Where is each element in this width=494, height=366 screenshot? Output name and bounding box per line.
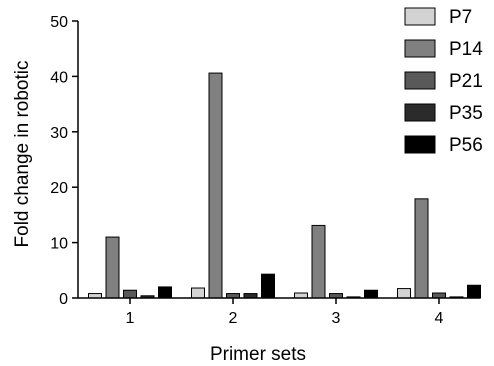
x-axis-label: Primer sets (210, 344, 306, 365)
y-tick-label: 50 (50, 14, 68, 31)
legend-label-p7: P7 (449, 7, 472, 28)
legend-label-p35: P35 (449, 103, 483, 124)
bar-p56-set-3 (364, 289, 378, 299)
legend-swatch-p56 (404, 135, 436, 154)
legend-label-p56: P56 (449, 135, 483, 156)
x-axis: 1 2 3 4 (78, 297, 480, 327)
y-axis-label: Fold change in robotic (12, 61, 33, 248)
legend-label-p14: P14 (449, 39, 483, 60)
plot-area (88, 72, 481, 299)
y-axis: 0 10 20 30 40 50 (50, 14, 79, 308)
y-tick-label: 10 (50, 236, 68, 253)
x-tick-label: 2 (229, 310, 238, 327)
legend-swatch-p21 (404, 71, 436, 90)
x-tick-label: 3 (332, 310, 341, 327)
x-tick-label: 1 (126, 310, 135, 327)
bar-p14-set-1 (105, 236, 120, 299)
y-tick-label: 20 (50, 180, 68, 197)
x-tick-label: 4 (435, 310, 444, 327)
bar-p56-set-4 (467, 284, 481, 299)
y-tick-label: 0 (59, 291, 68, 308)
legend-swatch-p7 (404, 7, 436, 26)
bar-p56-set-2 (261, 273, 275, 299)
legend-swatch-p35 (404, 103, 436, 122)
bar-p14-set-2 (208, 72, 223, 299)
bar-p14-set-4 (414, 198, 429, 299)
legend-label-p21: P21 (449, 71, 483, 92)
legend: P7 P14 P21 P35 P56 (404, 7, 483, 156)
bar-p7-set-2 (191, 287, 205, 299)
bar-p14-set-3 (311, 224, 326, 299)
legend-swatch-p14 (404, 39, 436, 58)
bar-p7-set-4 (397, 288, 411, 299)
bar-p56-set-1 (158, 286, 172, 299)
y-tick-label: 40 (50, 69, 68, 86)
bar-p21-set-1 (123, 289, 137, 299)
y-tick-label: 30 (50, 125, 68, 142)
